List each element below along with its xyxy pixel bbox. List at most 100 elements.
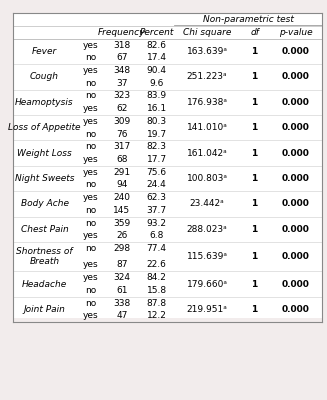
Text: 179.660ᵃ: 179.660ᵃ	[187, 280, 228, 288]
Text: 240: 240	[113, 193, 130, 202]
Text: 6.8: 6.8	[149, 231, 164, 240]
Text: 62.3: 62.3	[146, 193, 167, 202]
Text: 1: 1	[251, 280, 258, 288]
Text: 75.6: 75.6	[146, 168, 167, 177]
Text: Cough: Cough	[30, 72, 59, 81]
Text: 84.2: 84.2	[147, 273, 166, 282]
Text: 323: 323	[113, 92, 130, 100]
Text: 80.3: 80.3	[146, 117, 167, 126]
Text: 23.442ᵃ: 23.442ᵃ	[190, 200, 225, 208]
Text: 1: 1	[251, 47, 258, 56]
Text: yes: yes	[82, 168, 98, 177]
Text: 0.000: 0.000	[282, 200, 310, 208]
Text: 62: 62	[116, 104, 128, 113]
Text: no: no	[85, 79, 96, 88]
Text: 0.000: 0.000	[282, 174, 310, 183]
Text: 0.000: 0.000	[282, 98, 310, 107]
Text: 17.4: 17.4	[146, 53, 167, 62]
Text: Non-parametric test: Non-parametric test	[203, 15, 294, 24]
Text: 298: 298	[113, 244, 130, 253]
Text: Shortness of
Breath: Shortness of Breath	[16, 247, 73, 266]
Text: 90.4: 90.4	[146, 66, 167, 75]
Text: no: no	[85, 244, 96, 253]
Text: yes: yes	[82, 231, 98, 240]
Text: 1: 1	[251, 123, 258, 132]
Text: yes: yes	[82, 193, 98, 202]
Text: 338: 338	[113, 299, 130, 308]
Text: p-value: p-value	[279, 28, 312, 37]
Text: 141.010ᵃ: 141.010ᵃ	[187, 123, 228, 132]
Text: 0.000: 0.000	[282, 123, 310, 132]
Text: 0.000: 0.000	[282, 72, 310, 81]
Text: no: no	[85, 299, 96, 308]
Text: 288.023ᵃ: 288.023ᵃ	[187, 225, 228, 234]
Text: 93.2: 93.2	[146, 218, 167, 228]
Text: 61: 61	[116, 286, 128, 295]
Text: 100.803ᵃ: 100.803ᵃ	[187, 174, 228, 183]
Text: no: no	[85, 92, 96, 100]
Text: 82.3: 82.3	[146, 142, 167, 151]
Text: 1: 1	[251, 225, 258, 234]
Bar	[13, 13, 322, 318]
Text: yes: yes	[82, 260, 98, 270]
Text: 24.4: 24.4	[147, 180, 166, 190]
Text: 19.7: 19.7	[146, 130, 167, 138]
Text: no: no	[85, 286, 96, 295]
Text: no: no	[85, 218, 96, 228]
Text: 94: 94	[116, 180, 128, 190]
Text: yes: yes	[82, 40, 98, 50]
Text: 251.223ᵃ: 251.223ᵃ	[187, 72, 228, 81]
Text: 68: 68	[116, 155, 128, 164]
Text: 317: 317	[113, 142, 130, 151]
Text: yes: yes	[82, 66, 98, 75]
Text: 1: 1	[251, 149, 258, 158]
Text: 83.9: 83.9	[146, 92, 167, 100]
Text: no: no	[85, 53, 96, 62]
Text: no: no	[85, 206, 96, 215]
Text: 22.6: 22.6	[147, 260, 166, 270]
Text: Headache: Headache	[22, 280, 67, 288]
Text: 16.1: 16.1	[146, 104, 167, 113]
Text: 67: 67	[116, 53, 128, 62]
Text: Frequency: Frequency	[98, 28, 146, 37]
Text: Joint Pain: Joint Pain	[24, 305, 65, 314]
Text: no: no	[85, 130, 96, 138]
Text: yes: yes	[82, 155, 98, 164]
Text: 26: 26	[116, 231, 128, 240]
Text: yes: yes	[82, 104, 98, 113]
Text: 12.2: 12.2	[147, 311, 166, 320]
Text: yes: yes	[82, 273, 98, 282]
Text: 0.000: 0.000	[282, 280, 310, 288]
Text: Fever: Fever	[32, 47, 57, 56]
Text: no: no	[85, 180, 96, 190]
Text: 115.639ᵃ: 115.639ᵃ	[187, 252, 228, 261]
Text: 291: 291	[113, 168, 130, 177]
Text: Night Sweets: Night Sweets	[15, 174, 74, 183]
Text: 324: 324	[113, 273, 130, 282]
Text: 359: 359	[113, 218, 130, 228]
Text: 77.4: 77.4	[146, 244, 167, 253]
Text: 47: 47	[116, 311, 128, 320]
Text: Body Ache: Body Ache	[21, 200, 68, 208]
Text: 0.000: 0.000	[282, 47, 310, 56]
Text: 161.042ᵃ: 161.042ᵃ	[187, 149, 228, 158]
Text: 1: 1	[251, 200, 258, 208]
Text: Percent: Percent	[139, 28, 174, 37]
Text: yes: yes	[82, 117, 98, 126]
Text: 1: 1	[251, 174, 258, 183]
Text: 87: 87	[116, 260, 128, 270]
Text: 37: 37	[116, 79, 128, 88]
Text: yes: yes	[82, 311, 98, 320]
Text: 309: 309	[113, 117, 130, 126]
Text: 0.000: 0.000	[282, 149, 310, 158]
Text: 219.951ᵃ: 219.951ᵃ	[187, 305, 228, 314]
Text: 37.7: 37.7	[146, 206, 167, 215]
Text: 145: 145	[113, 206, 130, 215]
Text: Weight Loss: Weight Loss	[17, 149, 72, 158]
Text: 82.6: 82.6	[146, 40, 167, 50]
Text: 1: 1	[251, 72, 258, 81]
Text: 163.639ᵃ: 163.639ᵃ	[187, 47, 228, 56]
Text: 1: 1	[251, 252, 258, 261]
Text: 15.8: 15.8	[146, 286, 167, 295]
Text: Heamoptysis: Heamoptysis	[15, 98, 74, 107]
